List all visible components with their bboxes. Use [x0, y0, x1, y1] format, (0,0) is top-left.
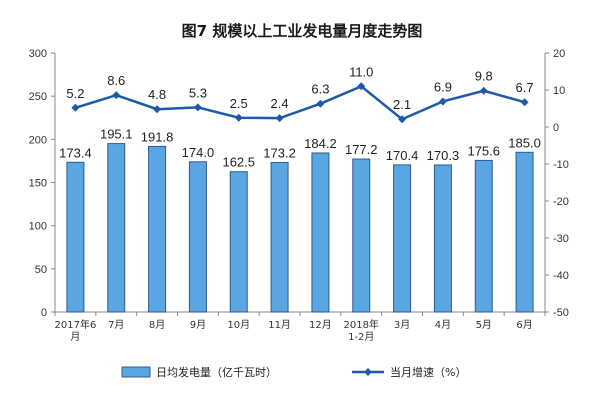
- right-tick-label: -10: [553, 159, 569, 171]
- right-tick-label: -50: [553, 307, 569, 319]
- bar-data-labels: 173.4 195.1 191.8 174.0 162.5 173.2 184.2 177.2…: [59, 127, 541, 170]
- line-value-label: 2.5: [230, 96, 248, 111]
- bar-value-label: 175.6: [467, 143, 500, 158]
- category-label: 5月: [476, 319, 492, 331]
- left-tick-label: 0: [41, 307, 47, 319]
- right-tick-label: -30: [553, 233, 569, 245]
- bar-value-label: 174.0: [182, 145, 215, 160]
- bar: [352, 158, 371, 313]
- line-point: [71, 103, 80, 112]
- left-tick-label: 200: [29, 134, 47, 146]
- bar: [433, 164, 452, 313]
- legend-bar-label: 日均发电量（亿千瓦时）: [156, 365, 277, 379]
- bar: [515, 151, 534, 313]
- line-point: [520, 98, 529, 107]
- line-value-label: 6.9: [434, 79, 452, 94]
- line-value-label: 8.6: [107, 73, 125, 88]
- line-point: [398, 115, 407, 124]
- bar: [270, 161, 289, 313]
- category-labels: 2017年6 月 7月 8月 9月 10月 11月 12月 2018年 1-2月 3月 4月 5月 6月: [55, 318, 533, 343]
- bar: [229, 171, 248, 313]
- line-point: [357, 82, 366, 91]
- line-point: [275, 114, 284, 123]
- bar-value-label: 184.2: [304, 136, 337, 151]
- chart-title: 图7 规模以上工业发电量月度走势图: [182, 22, 423, 40]
- line-value-label: 2.4: [271, 96, 289, 111]
- line-value-label: 5.2: [66, 86, 84, 101]
- left-tick-label: 250: [29, 91, 47, 103]
- line-value-label: 11.0: [349, 64, 373, 79]
- category-label: 2017年6 月: [55, 318, 97, 343]
- line-value-label: 5.3: [189, 85, 207, 100]
- left-tick-label: 300: [29, 48, 47, 60]
- bar: [107, 143, 126, 313]
- bar: [474, 159, 493, 313]
- bar: [393, 164, 412, 313]
- category-label: 12月: [309, 319, 332, 331]
- bar-value-label: 170.3: [427, 148, 460, 163]
- bar-series: [66, 143, 534, 313]
- category-label: 4月: [435, 319, 451, 331]
- x-axis-ticks: [54, 312, 546, 316]
- line-point: [234, 113, 243, 122]
- right-tick-label: 10: [553, 85, 565, 97]
- right-tick-label: 20: [553, 48, 565, 60]
- legend: 日均发电量（亿千瓦时） 当月增速（%）: [121, 365, 466, 379]
- line-point: [438, 97, 447, 106]
- right-tick-label: -20: [553, 196, 569, 208]
- line-point: [316, 99, 325, 108]
- category-label: 7月: [108, 319, 124, 331]
- bar-value-label: 173.2: [263, 145, 296, 160]
- line-value-label: 6.3: [311, 82, 329, 97]
- left-tick-label: 100: [29, 221, 47, 233]
- category-label: 3月: [394, 319, 410, 331]
- growth-line: [75, 84, 525, 121]
- category-label: 2018年 1-2月: [344, 318, 379, 343]
- bar: [66, 161, 85, 313]
- bar-value-label: 170.4: [386, 148, 419, 163]
- bar: [311, 152, 330, 313]
- line-data-labels: 5.2 8.6 4.8 5.3 2.5 2.4 6.3 11.0 2.1 6.9 9.8 6.7: [66, 64, 533, 112]
- category-label: 10月: [227, 319, 250, 331]
- left-tick-label: 150: [29, 178, 47, 190]
- category-label: 9月: [190, 319, 206, 331]
- right-tick-label: 0: [553, 122, 559, 134]
- line-point: [112, 91, 121, 100]
- category-label: 8月: [149, 319, 165, 331]
- line-value-label: 4.8: [148, 87, 166, 102]
- line-point: [193, 103, 202, 112]
- left-axis-ticks: 0 50 100 150 200 250 300: [29, 48, 55, 319]
- legend-line-marker: [364, 368, 372, 376]
- category-label: 6月: [516, 319, 532, 331]
- legend-line-label: 当月增速（%）: [390, 365, 466, 379]
- line-series: [71, 82, 529, 124]
- legend-bar-swatch: [121, 366, 151, 378]
- bar: [188, 161, 207, 313]
- bar-value-label: 162.5: [222, 155, 255, 170]
- bar-value-label: 195.1: [100, 127, 133, 142]
- line-value-label: 6.7: [516, 80, 534, 95]
- bar-value-label: 177.2: [345, 142, 378, 157]
- left-tick-label: 50: [35, 264, 47, 276]
- category-label: 11月: [268, 319, 291, 331]
- right-axis-ticks: -50 -40 -30 -20 -10 0 10 20: [545, 48, 569, 319]
- bar-value-label: 185.0: [508, 135, 541, 150]
- bar: [148, 145, 167, 313]
- right-tick-label: -40: [553, 270, 569, 282]
- bar-value-label: 173.4: [59, 145, 92, 160]
- line-point: [479, 86, 488, 95]
- bar-value-label: 191.8: [141, 129, 174, 144]
- line-value-label: 9.8: [475, 69, 493, 84]
- line-value-label: 2.1: [393, 97, 411, 112]
- line-point: [153, 105, 162, 114]
